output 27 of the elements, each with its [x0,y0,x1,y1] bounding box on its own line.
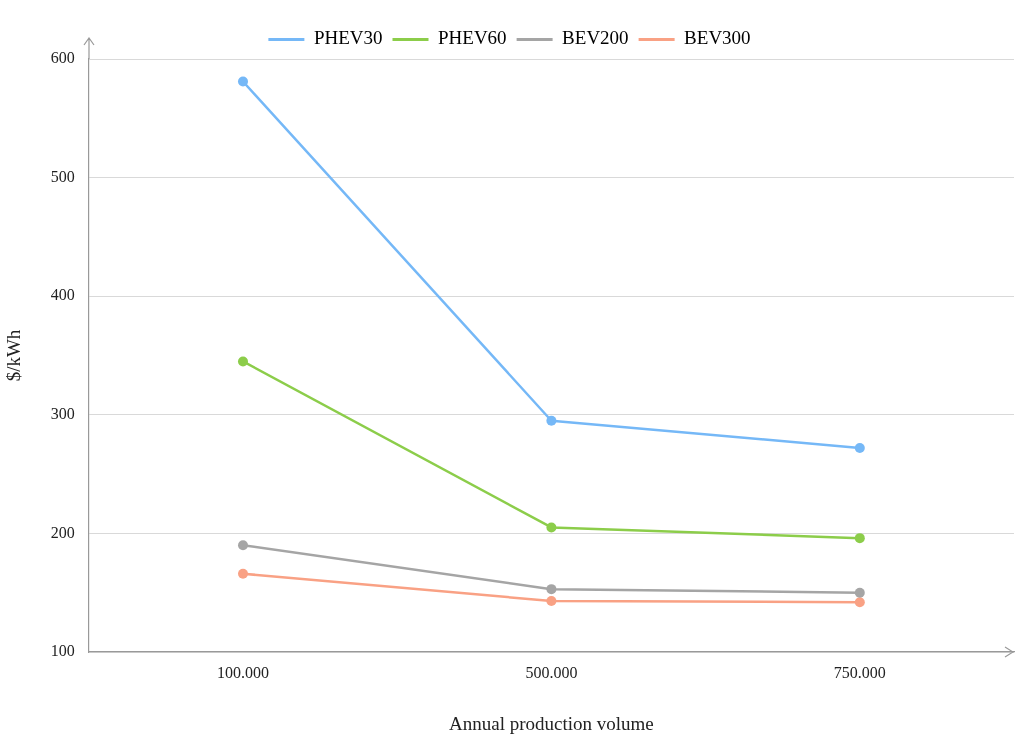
point [238,568,248,579]
y-tick-label: 600 [50,49,75,67]
y-tick-label: 400 [50,286,75,304]
point [546,596,557,606]
point [854,597,865,608]
point [238,76,248,87]
point [546,584,557,595]
x-axis-title: Annual production volume [449,712,654,734]
point [546,522,557,533]
point [546,415,557,426]
x-tick-label: 100.000 [217,663,269,681]
x-tick-label: 750.000 [833,663,886,681]
y-tick-label: 100 [50,642,75,660]
legend-label: PHEV30 [313,27,383,49]
legend-label: BEV200 [562,27,629,49]
y-tick-label: 300 [50,405,75,422]
legend-label: BEV300 [684,27,751,49]
point [854,443,865,454]
point [238,540,248,551]
y-axis-title: $/kWh [3,329,25,382]
point [854,587,865,598]
point [238,356,248,367]
y-tick-label: 500 [50,167,75,185]
x-tick-label: 500.000 [525,663,578,681]
legend-label: PHEV60 [438,27,507,49]
point [854,533,865,544]
y-tick-label: 200 [50,523,75,541]
